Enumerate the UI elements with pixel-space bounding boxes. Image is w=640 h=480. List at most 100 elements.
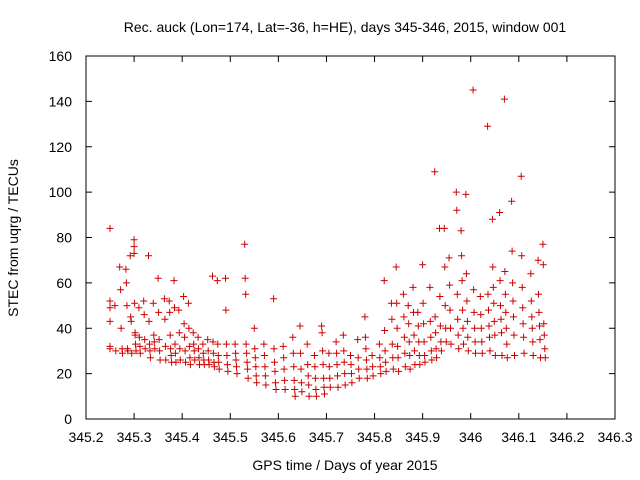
- data-point: [136, 349, 144, 357]
- data-point: [304, 372, 312, 380]
- data-point: [511, 352, 518, 359]
- data-point: [388, 315, 396, 323]
- data-point: [421, 352, 429, 359]
- data-point: [289, 333, 297, 341]
- data-point: [460, 340, 467, 348]
- data-point: [536, 336, 544, 344]
- data-point: [540, 331, 548, 339]
- data-point: [406, 352, 414, 359]
- data-point: [527, 270, 535, 278]
- data-point: [393, 299, 401, 307]
- data-point: [501, 268, 509, 275]
- data-point: [106, 224, 114, 232]
- data-point: [106, 317, 114, 325]
- data-point: [222, 274, 229, 282]
- data-point: [190, 340, 198, 348]
- data-point: [500, 95, 508, 103]
- data-point: [180, 320, 188, 328]
- data-point: [458, 252, 466, 260]
- data-point: [432, 345, 440, 353]
- data-point: [319, 361, 327, 369]
- data-point: [503, 340, 511, 348]
- data-point: [496, 277, 504, 285]
- data-point: [175, 329, 183, 337]
- data-point: [520, 333, 528, 341]
- data-point: [128, 349, 136, 357]
- data-point: [146, 354, 154, 362]
- x-axis-label: GPS time / Days of year 2015: [252, 457, 437, 473]
- data-point: [382, 367, 390, 375]
- data-point: [289, 349, 297, 357]
- data-point: [305, 381, 313, 389]
- data-point: [541, 354, 549, 362]
- data-point: [436, 293, 444, 300]
- y-tick-label: 40: [56, 320, 72, 336]
- data-point: [280, 365, 288, 373]
- data-point: [224, 367, 232, 375]
- data-point: [242, 340, 250, 348]
- data-point: [166, 331, 174, 339]
- data-point: [472, 349, 479, 357]
- data-point: [406, 365, 414, 373]
- data-point: [446, 281, 454, 289]
- data-point: [326, 374, 334, 382]
- data-point: [223, 352, 231, 359]
- x-tick-label: 345.2: [68, 429, 103, 445]
- data-point: [541, 345, 549, 353]
- data-point: [534, 256, 542, 264]
- data-point: [381, 347, 389, 355]
- data-point: [312, 386, 320, 393]
- data-point: [176, 345, 184, 353]
- data-point: [119, 349, 126, 357]
- data-point: [382, 358, 390, 366]
- x-tick-label: 346.1: [501, 429, 536, 445]
- data-point: [477, 324, 485, 332]
- data-point: [341, 381, 349, 389]
- data-point: [539, 240, 547, 248]
- data-point: [393, 324, 401, 332]
- x-tick-label: 345.6: [261, 429, 296, 445]
- data-point: [149, 299, 157, 307]
- data-point: [463, 297, 471, 305]
- x-tick-label: 345.9: [405, 429, 440, 445]
- data-point: [141, 336, 149, 344]
- data-point: [160, 295, 168, 303]
- data-point: [204, 347, 212, 355]
- data-point: [131, 331, 139, 339]
- data-point: [347, 361, 355, 369]
- data-point: [165, 297, 173, 305]
- data-point: [297, 365, 305, 373]
- y-axis-label: STEC from uqrg / TECUs: [5, 159, 21, 317]
- data-point: [291, 392, 299, 400]
- data-point: [454, 331, 462, 339]
- data-point: [145, 252, 152, 260]
- data-point: [116, 263, 124, 271]
- data-point: [447, 324, 454, 332]
- data-point: [106, 345, 114, 353]
- x-tick-label: 346.2: [549, 429, 584, 445]
- data-point: [318, 322, 326, 330]
- data-point: [518, 252, 526, 260]
- data-point: [369, 372, 377, 380]
- axes-layer: 345.2 345.3 345.4 345.5 345.6 345.7 345.8 345.9…: [49, 48, 633, 445]
- data-point: [380, 277, 388, 285]
- data-point: [333, 361, 341, 369]
- data-point: [334, 383, 342, 391]
- data-point: [400, 313, 408, 321]
- data-point: [361, 333, 369, 341]
- data-point: [361, 313, 369, 321]
- data-point: [478, 349, 486, 357]
- data-point: [171, 304, 178, 312]
- data-point: [339, 331, 347, 339]
- data-point: [490, 299, 498, 307]
- data-point: [501, 290, 509, 298]
- y-tick-label: 0: [64, 411, 72, 427]
- data-point: [388, 340, 396, 348]
- data-point: [122, 265, 130, 273]
- data-point: [310, 352, 318, 359]
- data-point: [171, 340, 179, 348]
- data-point: [297, 379, 305, 387]
- data-point: [404, 302, 412, 310]
- data-point: [262, 381, 270, 389]
